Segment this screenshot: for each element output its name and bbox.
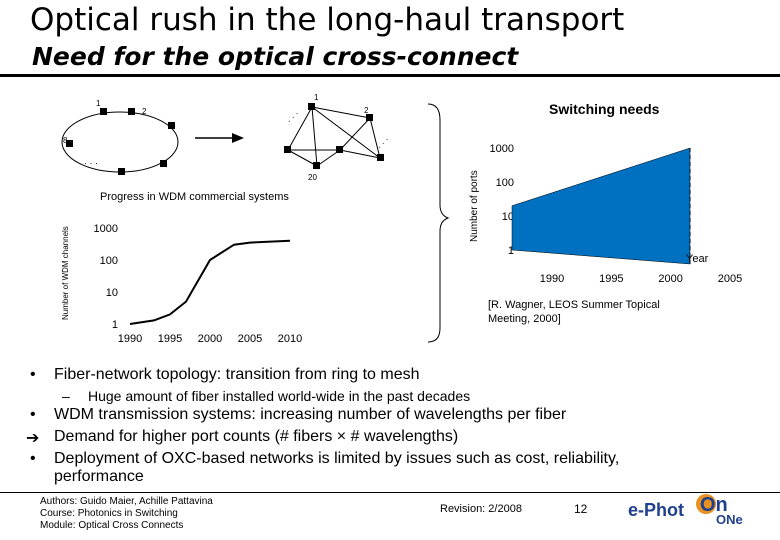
mesh-dots-top: · · ·: [284, 108, 301, 125]
switch-y-tick-1000: 1000: [490, 143, 514, 155]
bullet-text-2: WDM transmission systems: increasing num…: [54, 406, 567, 423]
sub-bullet-mark: –: [62, 388, 70, 404]
footer-revision: Revision: 2/2008: [440, 503, 522, 515]
switch-area: [511, 147, 691, 265]
ring-node-1: [100, 108, 107, 115]
bullet-text-1: Fiber-network topology: transition from …: [54, 366, 420, 383]
switch-chart-xlabel: Year: [686, 253, 709, 265]
ring-node-5: [118, 168, 125, 175]
ring-node-3: [168, 122, 175, 129]
footer-module: Module: Optical Cross Connects: [40, 520, 184, 531]
figure-area: 1 2 8 · · · 1 2 20 · · · · · · Progress …: [61, 93, 742, 345]
bullet-mark-2: •: [30, 406, 36, 423]
sub-bullet-text: Huge amount of fiber installed world-wid…: [88, 388, 471, 404]
switch-x-ticks: 1990 1995 2000 2005: [540, 273, 742, 285]
switch-chart-title: Switching needs: [549, 101, 660, 117]
bullet-text-3b: performance: [54, 468, 144, 485]
switch-x-tick-1990: 1990: [540, 273, 564, 285]
wdm-y-ticks: 1000 100 10 1: [94, 223, 118, 331]
switch-x-tick-2005: 2005: [718, 273, 742, 285]
wdm-y-tick-1000: 1000: [94, 223, 118, 235]
bullet-text-3: Deployment of OXC-based networks is limi…: [54, 450, 620, 467]
switch-y-tick-1: 1: [508, 245, 514, 257]
wdm-x-tick-2000: 2000: [198, 333, 222, 345]
switch-x-tick-2000: 2000: [658, 273, 682, 285]
wdm-series-line: [129, 239, 291, 325]
wdm-y-tick-10: 10: [106, 287, 118, 299]
ring-node-4: [160, 160, 167, 167]
footer-authors: Authors: Guido Maier, Achille Pattavina: [40, 496, 213, 507]
switch-y-ticks: 1000 100 10 1: [490, 143, 514, 257]
footer-divider: [0, 492, 780, 493]
group-bracket: [427, 103, 450, 343]
slide-title: Optical rush in the long-haul transport: [30, 2, 625, 38]
bullet-mark-3: •: [30, 450, 36, 467]
footer-course: Course: Photonics in Switching: [40, 508, 178, 519]
wdm-chart-ylabel: Number of WDM channels: [61, 226, 70, 320]
switch-y-tick-100: 100: [496, 177, 514, 189]
slide-subtitle: Need for the optical cross-connect: [32, 42, 519, 71]
arrow-text: Demand for higher port counts (# fibers …: [54, 428, 459, 445]
logo-globe-icon: [696, 494, 716, 514]
logo-text: e-Phot: [628, 500, 684, 520]
e-photon-one-logo: e-Phot On ONe: [628, 494, 778, 536]
logo-on: On: [700, 494, 728, 516]
logo-one: ONe: [716, 512, 743, 527]
ring-label-2: 2: [142, 107, 147, 116]
wdm-x-ticks: 1990 1995 2000 2005 2010: [118, 333, 302, 345]
mesh-label-2: 2: [364, 106, 369, 115]
switch-chart-ylabel: Number of ports: [469, 170, 480, 242]
arrow-mark: ➔: [26, 430, 40, 447]
mesh-nodes: [284, 103, 384, 169]
ring-label-8: 8: [63, 136, 68, 145]
wdm-y-tick-100: 100: [100, 255, 118, 267]
wdm-x-tick-1990: 1990: [118, 333, 142, 345]
mesh-dots-right: · · ·: [374, 134, 391, 151]
bullet-mark-1: •: [30, 366, 36, 383]
switch-x-tick-1995: 1995: [599, 273, 623, 285]
wdm-chart-title: Progress in WDM commercial systems: [100, 191, 289, 203]
switch-y-tick-10: 10: [502, 211, 514, 223]
ring-topology: 1 2 8 · · ·: [61, 99, 179, 175]
mesh-label-1: 1: [314, 93, 319, 102]
wdm-x-tick-2005: 2005: [238, 333, 262, 345]
wdm-x-tick-2010: 2010: [278, 333, 302, 345]
mesh-label-20: 20: [308, 173, 317, 182]
title-divider: [0, 74, 780, 77]
reference-line-2: Meeting, 2000]: [488, 313, 561, 325]
ring-label-1: 1: [96, 99, 101, 108]
ring-node-2: [128, 108, 135, 115]
wdm-x-tick-1995: 1995: [158, 333, 182, 345]
reference-line-1: [R. Wagner, LEOS Summer Topical: [488, 299, 660, 311]
transition-arrow: [195, 133, 244, 143]
ring-node-8: [66, 140, 73, 147]
reference-note: [R. Wagner, LEOS Summer Topical Meeting,…: [488, 298, 738, 326]
wdm-y-tick-1: 1: [112, 319, 118, 331]
ring-dots: · · ·: [84, 158, 98, 168]
footer-page-number: 12: [574, 502, 588, 516]
